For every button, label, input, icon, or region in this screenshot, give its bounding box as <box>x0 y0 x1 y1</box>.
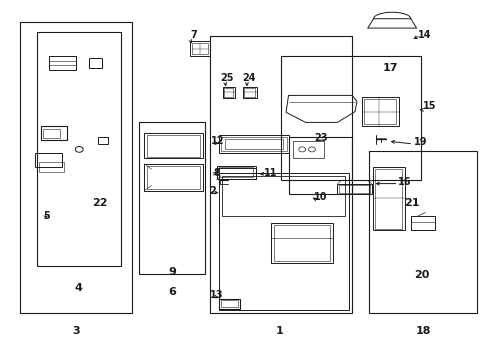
Bar <box>281 56 420 180</box>
Text: 20: 20 <box>413 270 428 280</box>
Bar <box>218 135 289 153</box>
Bar <box>144 164 203 191</box>
Text: 22: 22 <box>92 198 108 208</box>
Bar <box>139 122 205 274</box>
Bar <box>49 56 76 70</box>
Bar <box>210 36 351 313</box>
Text: 16: 16 <box>397 177 411 187</box>
Bar <box>191 43 208 54</box>
Bar <box>223 87 234 98</box>
Bar <box>221 137 286 151</box>
Bar <box>41 126 67 140</box>
Bar <box>189 41 210 56</box>
Bar <box>219 167 253 177</box>
Text: 10: 10 <box>313 192 326 202</box>
Bar <box>216 166 255 179</box>
Bar <box>288 137 351 194</box>
Bar <box>146 166 200 189</box>
Bar <box>244 88 255 97</box>
Text: 24: 24 <box>242 73 256 84</box>
Bar <box>39 162 63 172</box>
Bar <box>37 32 121 266</box>
Text: 2: 2 <box>209 186 216 196</box>
Bar <box>364 99 395 124</box>
Text: 13: 13 <box>209 290 223 300</box>
Bar <box>88 58 102 68</box>
Text: 11: 11 <box>263 168 277 178</box>
Text: 18: 18 <box>414 326 430 336</box>
Text: 25: 25 <box>220 73 234 84</box>
Bar <box>242 87 256 98</box>
Bar <box>224 139 282 149</box>
Bar <box>43 129 60 138</box>
Bar <box>20 22 132 313</box>
Bar <box>224 88 233 97</box>
Text: 4: 4 <box>74 283 82 293</box>
Bar <box>361 97 398 126</box>
Text: 21: 21 <box>403 198 419 208</box>
Bar <box>374 169 402 229</box>
Bar <box>410 216 434 230</box>
Bar <box>368 151 476 313</box>
Bar <box>222 176 344 216</box>
Text: 19: 19 <box>413 137 427 147</box>
Bar <box>220 300 237 307</box>
Bar <box>372 167 404 230</box>
Bar <box>36 153 62 167</box>
Bar <box>144 133 203 158</box>
Text: 17: 17 <box>382 63 397 73</box>
Text: 15: 15 <box>422 101 435 111</box>
Bar <box>293 141 323 158</box>
Text: 9: 9 <box>168 267 176 277</box>
Bar <box>339 185 369 193</box>
Bar <box>273 225 329 261</box>
Bar <box>271 223 332 263</box>
Text: 1: 1 <box>275 326 283 336</box>
Text: 23: 23 <box>313 132 327 143</box>
Text: 7: 7 <box>190 30 197 40</box>
Text: 5: 5 <box>43 211 50 221</box>
Text: 3: 3 <box>72 326 80 336</box>
Bar <box>216 168 255 179</box>
Bar <box>146 135 200 157</box>
Bar <box>218 299 239 309</box>
Text: 14: 14 <box>417 30 430 40</box>
Bar <box>98 137 107 144</box>
Text: 8: 8 <box>213 168 220 178</box>
Bar <box>337 184 371 194</box>
Text: 6: 6 <box>168 287 176 297</box>
Text: 12: 12 <box>210 136 224 146</box>
